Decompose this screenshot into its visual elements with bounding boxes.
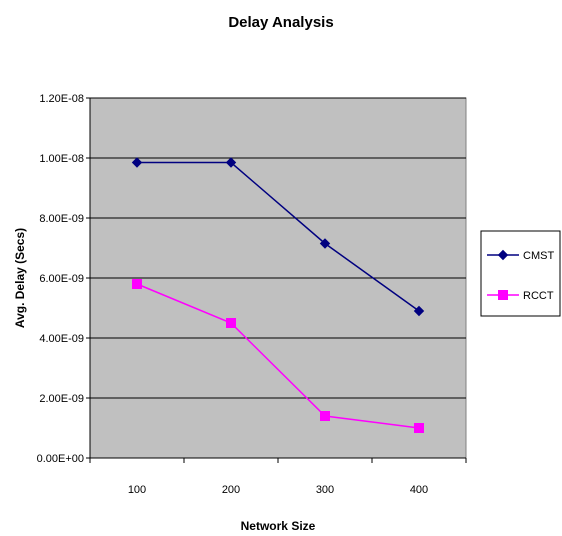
x-tick-label: 400 [410,484,428,496]
x-tick-label: 100 [128,484,146,496]
y-axis-ticks: 0.00E+00 2.00E-09 4.00E-09 6.00E-09 8.00E-09… [37,93,90,465]
series-cmst [131,157,425,317]
chart-title: Delay Analysis [228,14,333,31]
data-point-cmst [131,157,143,168]
legend: CMST RCCT [480,230,561,317]
legend-label-rcct: RCCT [523,290,554,302]
data-point-rcct [320,411,330,421]
data-point-cmst [319,238,331,249]
data-point-rcct [132,279,142,289]
series-line-rcct [136,283,420,429]
data-point-rcct [226,318,236,328]
y-tick-label: 0.00E+00 [37,453,84,465]
series-line-cmst [137,161,420,312]
y-tick-label: 1.00E-08 [39,153,84,165]
legend-items: CMST RCCT [487,249,554,302]
x-axis-title: Network Size [241,519,316,533]
legend-marker-rcct [498,290,508,300]
legend-box [480,230,561,317]
grid-lines [90,97,466,399]
legend-marker-cmst [497,249,509,261]
series-layer [131,157,425,433]
y-tick-label: 6.00E-09 [39,273,84,285]
y-axis-title: Avg. Delay (Secs) [13,228,27,328]
y-tick-label: 2.00E-09 [39,393,84,405]
data-point-cmst [225,157,237,168]
data-point-rcct [414,423,424,433]
y-tick-label: 1.20E-08 [39,93,84,105]
data-point-cmst [413,305,425,317]
x-axis-ticks: 100 200 300 400 [89,458,467,496]
series-rcct [132,279,424,433]
legend-label-cmst: CMST [523,250,554,262]
x-tick-label: 300 [316,484,334,496]
y-tick-label: 8.00E-09 [39,213,84,225]
x-tick-label: 200 [222,484,240,496]
y-tick-label: 4.00E-09 [39,333,84,345]
